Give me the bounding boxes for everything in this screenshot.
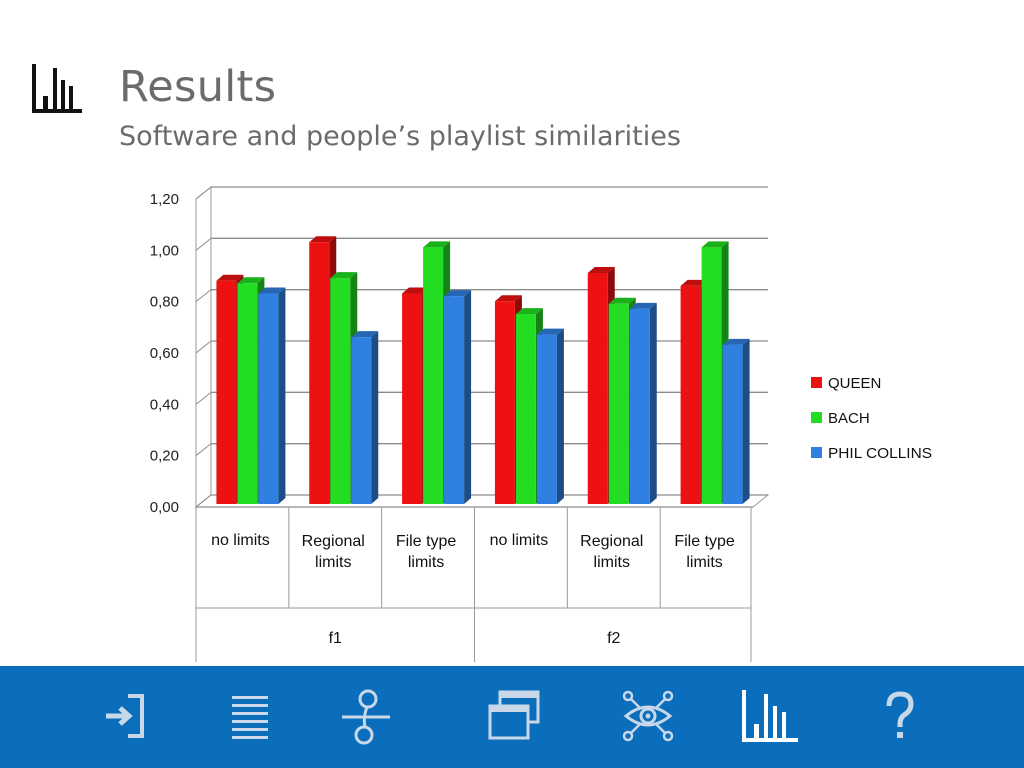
bar-top bbox=[701, 241, 729, 248]
bar-top bbox=[722, 338, 750, 345]
bar-front bbox=[258, 293, 279, 504]
bar-side bbox=[556, 328, 564, 504]
gridline-side bbox=[195, 289, 212, 303]
legend-label: BACH bbox=[828, 410, 870, 427]
gridline-side bbox=[195, 494, 212, 508]
gridline-side bbox=[195, 237, 212, 251]
category-label: limits bbox=[686, 554, 722, 571]
group-label: f2 bbox=[607, 630, 620, 647]
bar-top bbox=[423, 241, 451, 248]
bar-front bbox=[680, 285, 701, 504]
bar-top bbox=[629, 302, 657, 309]
category-label: limits bbox=[315, 554, 351, 571]
bar-top bbox=[680, 279, 708, 286]
bar bbox=[351, 331, 379, 504]
page-subtitle: Software and people’s playlist similarit… bbox=[119, 121, 681, 152]
bar-top bbox=[587, 267, 615, 273]
bar-side bbox=[464, 290, 472, 504]
bar bbox=[629, 302, 657, 504]
y-tick-label: 1,20 bbox=[150, 191, 179, 208]
bar bbox=[258, 287, 286, 504]
bar-top bbox=[608, 297, 636, 304]
bar-top bbox=[402, 287, 430, 294]
bar bbox=[536, 328, 564, 504]
category-label: File type bbox=[674, 533, 735, 550]
category-label: limits bbox=[408, 554, 444, 571]
bar-side bbox=[742, 338, 750, 504]
footer-nav bbox=[0, 666, 1024, 768]
y-tick-label: 0,20 bbox=[150, 448, 179, 465]
bar-front bbox=[701, 247, 722, 505]
bar-top bbox=[330, 272, 358, 279]
legend-swatch bbox=[811, 377, 822, 388]
bar-top bbox=[515, 308, 543, 315]
category-label: limits bbox=[594, 554, 630, 571]
group-label: f1 bbox=[329, 630, 342, 647]
bar-front bbox=[330, 278, 351, 504]
help-icon[interactable] bbox=[870, 686, 930, 746]
bar-front bbox=[536, 334, 557, 504]
vision-network-icon[interactable] bbox=[618, 686, 678, 746]
flow-icon[interactable] bbox=[336, 686, 396, 746]
bar-top bbox=[351, 331, 379, 338]
category-label: File type bbox=[396, 533, 457, 550]
y-tick-label: 1,00 bbox=[150, 242, 179, 259]
category-label: no limits bbox=[211, 532, 270, 549]
bar-top bbox=[216, 274, 244, 281]
windows-icon[interactable] bbox=[484, 686, 544, 746]
bar-front bbox=[216, 280, 237, 504]
bar-side bbox=[371, 331, 379, 504]
bar-front bbox=[444, 296, 465, 504]
y-tick-label: 0,40 bbox=[150, 396, 179, 413]
bar-top bbox=[494, 295, 522, 302]
legend-swatch bbox=[811, 412, 822, 423]
category-label: no limits bbox=[490, 532, 549, 549]
bar-side bbox=[649, 302, 657, 504]
bar-front bbox=[494, 301, 515, 504]
legend-swatch bbox=[811, 447, 822, 458]
category-label: Regional bbox=[302, 533, 365, 550]
gridline-side bbox=[195, 443, 212, 457]
bar-front bbox=[309, 242, 330, 504]
bar bbox=[722, 338, 750, 504]
bar-top bbox=[309, 236, 337, 243]
gridline-side bbox=[195, 340, 212, 354]
y-tick-label: 0,00 bbox=[150, 499, 179, 516]
bar-front bbox=[608, 303, 629, 504]
gridline-side bbox=[195, 186, 212, 200]
bar-side bbox=[278, 287, 286, 504]
bar-front bbox=[402, 293, 423, 504]
bar-front bbox=[629, 308, 650, 504]
enter-icon[interactable] bbox=[96, 686, 156, 746]
y-tick-label: 0,80 bbox=[150, 294, 179, 311]
bar-front bbox=[722, 344, 743, 504]
bar-front bbox=[237, 283, 258, 504]
bar-chart-icon[interactable] bbox=[740, 686, 800, 746]
y-tick-label: 0,60 bbox=[150, 345, 179, 362]
page-title: Results bbox=[119, 62, 277, 112]
bar-chart-icon bbox=[32, 64, 82, 113]
bar-chart: 0,00 0,20 0,40 0,60 0,80 1,00 1,20 no limits Reg… bbox=[150, 185, 932, 662]
bar-front bbox=[351, 337, 372, 504]
bar bbox=[444, 290, 472, 504]
legend-label: PHIL COLLINS bbox=[828, 445, 932, 462]
bar-top bbox=[536, 328, 564, 335]
category-label: Regional bbox=[580, 533, 643, 550]
legend-label: QUEEN bbox=[828, 375, 881, 392]
bar-front bbox=[515, 314, 536, 504]
bar-front bbox=[587, 273, 608, 504]
bar-top bbox=[444, 290, 472, 297]
bar-top bbox=[237, 277, 265, 284]
bar-top bbox=[258, 287, 286, 294]
bar-front bbox=[423, 247, 444, 505]
gridline-side bbox=[195, 391, 212, 405]
list-icon[interactable] bbox=[220, 686, 280, 746]
